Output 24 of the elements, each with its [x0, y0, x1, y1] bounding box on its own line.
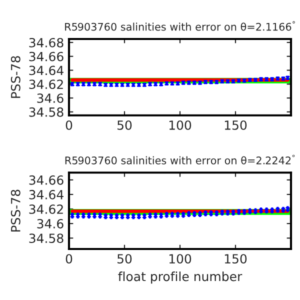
y-tick-label: 34.58 — [29, 107, 64, 117]
y-tick-label: 34.66 — [29, 175, 64, 185]
chart-title: R5903760 salinities with error on θ=2.1166$^{°}$ — [65, 21, 295, 31]
y-tick-label: 34.64 — [29, 190, 64, 200]
x-axis-title: float profile number — [118, 272, 242, 284]
x-tick-label: 100 — [169, 254, 192, 264]
x-tick-label: 0 — [66, 254, 72, 264]
y-axis-title: PSS-78 — [10, 56, 20, 98]
x-tick-label: 0 — [66, 120, 72, 130]
y-tick-label: 34.58 — [29, 234, 64, 244]
y-tick-label: 34.64 — [29, 66, 64, 76]
y-tick-label: 34.66 — [29, 52, 64, 62]
y-tick-label: 34.6 — [37, 93, 64, 103]
y-tick-label: 34.62 — [29, 80, 63, 90]
y-tick-label: 34.62 — [29, 204, 63, 214]
x-tick-label: 100 — [169, 120, 192, 130]
x-tick-label: 150 — [224, 254, 247, 264]
x-tick-label: 50 — [118, 254, 132, 264]
x-tick-label: 150 — [224, 120, 247, 130]
y-axis-title: PSS-78 — [10, 190, 20, 232]
chart-title: R5903760 salinities with error on θ=2.2242$^{°}$ — [65, 154, 295, 164]
y-tick-label: 34.6 — [37, 219, 64, 228]
x-tick-label: 50 — [118, 120, 132, 130]
y-tick-label: 34.68 — [29, 38, 64, 48]
